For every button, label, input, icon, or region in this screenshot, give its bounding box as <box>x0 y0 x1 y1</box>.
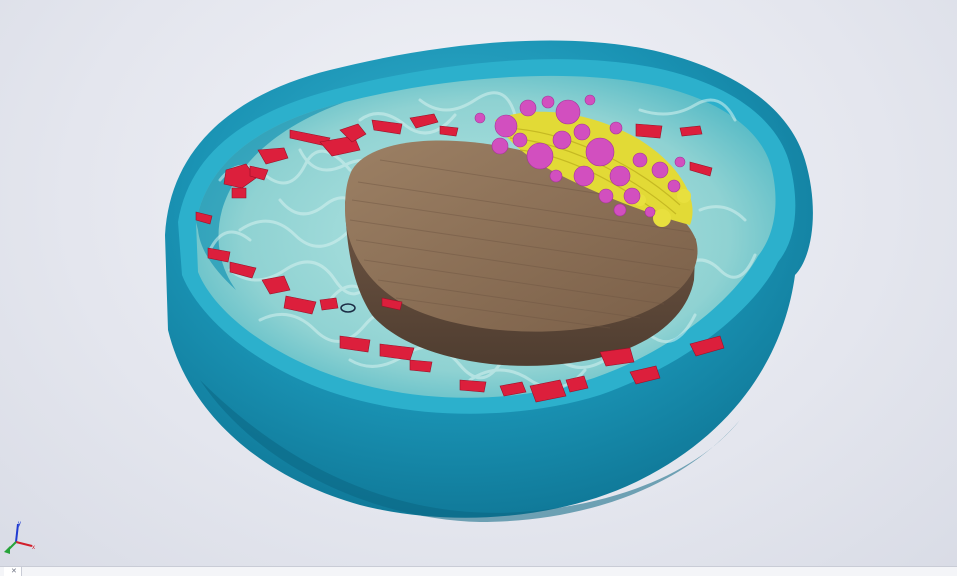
endoplasmic-reticulum[interactable] <box>195 113 725 403</box>
vesicles[interactable] <box>474 94 686 218</box>
membrane-inner-wall <box>196 102 345 290</box>
selection-marker[interactable] <box>340 303 356 313</box>
document-tab-1[interactable]: ✕ <box>4 567 22 576</box>
view-triad[interactable]: y x <box>2 516 42 556</box>
x-axis-line <box>15 541 33 547</box>
y-axis-line <box>15 523 19 543</box>
z-axis-arrow-icon <box>4 546 10 554</box>
nucleus-texture <box>349 159 695 329</box>
y-axis-label: y <box>18 521 21 527</box>
nucleus-side[interactable] <box>345 200 696 366</box>
document-tab-bar: ✕ <box>0 566 957 576</box>
cell-membrane-shadow <box>200 380 740 522</box>
x-axis-label: x <box>32 545 35 551</box>
close-icon[interactable]: ✕ <box>11 568 17 575</box>
